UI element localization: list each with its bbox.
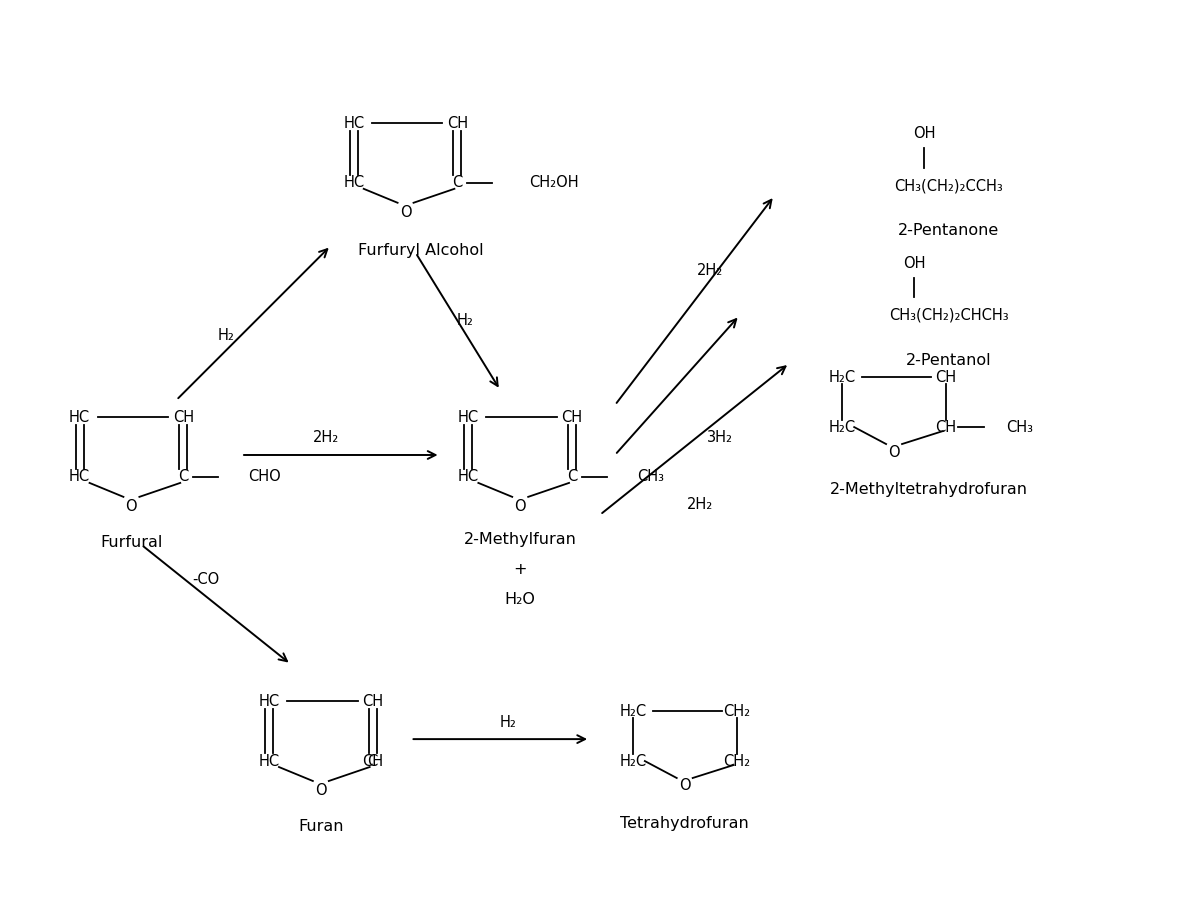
Text: 2H₂: 2H₂ bbox=[686, 498, 713, 512]
Text: CH: CH bbox=[936, 420, 957, 434]
Text: CH₂: CH₂ bbox=[723, 704, 750, 719]
Text: CH: CH bbox=[173, 410, 194, 424]
Text: CH₂: CH₂ bbox=[723, 754, 750, 768]
Text: H₂: H₂ bbox=[218, 328, 234, 343]
Text: CH₃: CH₃ bbox=[637, 470, 664, 484]
Text: O: O bbox=[126, 500, 138, 514]
Text: 2H₂: 2H₂ bbox=[697, 263, 723, 278]
Text: C: C bbox=[452, 176, 463, 190]
Text: -CO: -CO bbox=[193, 572, 220, 587]
Text: HC: HC bbox=[458, 410, 479, 424]
Text: CH: CH bbox=[363, 694, 384, 709]
Text: CH: CH bbox=[936, 370, 957, 385]
Text: 2-Pentanol: 2-Pentanol bbox=[906, 353, 992, 367]
Text: CH₃(CH₂)₂CHCH₃: CH₃(CH₂)₂CHCH₃ bbox=[889, 308, 1009, 323]
Text: CHO: CHO bbox=[248, 470, 281, 484]
Text: Tetrahydrofuran: Tetrahydrofuran bbox=[620, 816, 749, 832]
Text: H₂: H₂ bbox=[457, 313, 474, 328]
Text: CH₂OH: CH₂OH bbox=[530, 176, 579, 190]
Text: CH₃: CH₃ bbox=[1005, 420, 1032, 434]
Text: CH: CH bbox=[363, 754, 384, 768]
Text: H₂C: H₂C bbox=[829, 370, 856, 385]
Text: H₂: H₂ bbox=[500, 715, 517, 729]
Text: O: O bbox=[315, 784, 327, 798]
Text: 2-Methylfuran: 2-Methylfuran bbox=[464, 532, 577, 548]
Text: 2-Methyltetrahydrofuran: 2-Methyltetrahydrofuran bbox=[830, 482, 1028, 498]
Text: C: C bbox=[367, 754, 378, 768]
Text: +: + bbox=[513, 562, 527, 577]
Text: HC: HC bbox=[69, 470, 91, 484]
Text: OH: OH bbox=[903, 256, 925, 271]
Text: C: C bbox=[178, 470, 188, 484]
Text: H₂C: H₂C bbox=[829, 420, 856, 434]
Text: HC: HC bbox=[259, 694, 280, 709]
Text: HC: HC bbox=[458, 470, 479, 484]
Text: Furfural: Furfural bbox=[100, 535, 162, 550]
Text: CH₃(CH₂)₂CCH₃: CH₃(CH₂)₂CCH₃ bbox=[895, 178, 1003, 194]
Text: 2-Pentanone: 2-Pentanone bbox=[898, 224, 999, 238]
Text: CH: CH bbox=[561, 410, 583, 424]
Text: Furfuryl Alcohol: Furfuryl Alcohol bbox=[358, 243, 484, 258]
Text: O: O bbox=[679, 778, 691, 794]
Text: HC: HC bbox=[344, 116, 365, 130]
Text: 2H₂: 2H₂ bbox=[313, 430, 339, 444]
Text: C: C bbox=[567, 470, 577, 484]
Text: HC: HC bbox=[344, 176, 365, 190]
Text: H₂C: H₂C bbox=[619, 754, 646, 768]
Text: O: O bbox=[514, 500, 526, 514]
Text: O: O bbox=[889, 444, 900, 460]
Text: OH: OH bbox=[912, 127, 936, 141]
Text: 3H₂: 3H₂ bbox=[706, 430, 732, 444]
Text: CH: CH bbox=[447, 116, 468, 130]
Text: H₂C: H₂C bbox=[619, 704, 646, 719]
Text: HC: HC bbox=[69, 410, 91, 424]
Text: O: O bbox=[400, 205, 412, 220]
Text: Furan: Furan bbox=[298, 819, 344, 834]
Text: HC: HC bbox=[259, 754, 280, 768]
Text: H₂O: H₂O bbox=[505, 592, 536, 607]
